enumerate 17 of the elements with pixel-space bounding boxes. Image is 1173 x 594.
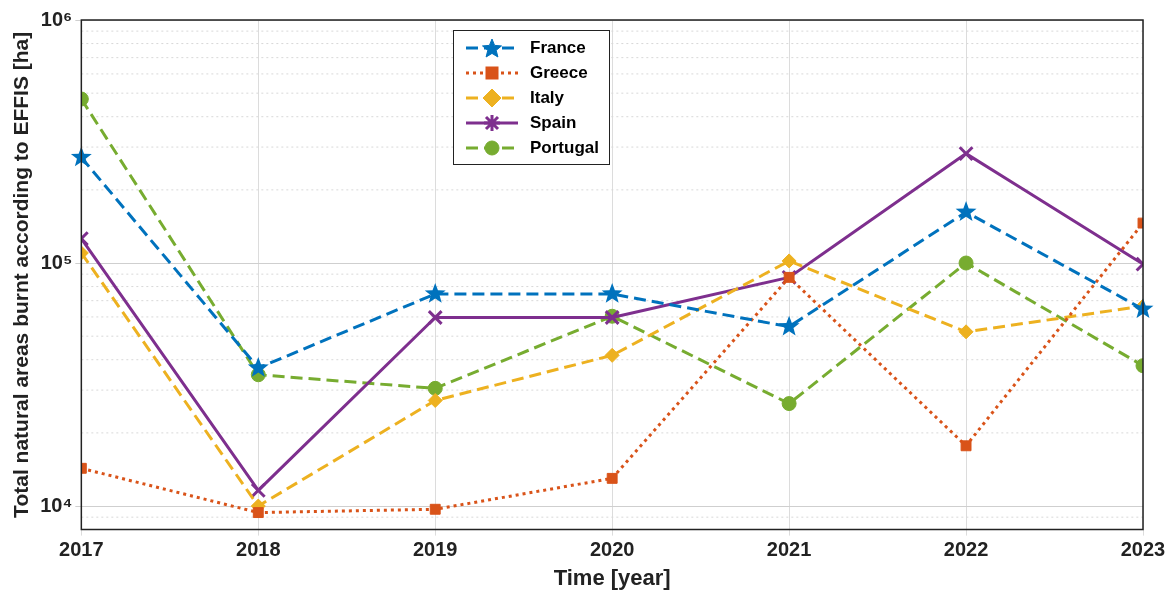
legend-label: Greece bbox=[530, 62, 588, 83]
x-tick-label: 2018 bbox=[236, 538, 281, 561]
y-tick-label: 10⁵ bbox=[40, 250, 73, 273]
x-tick-label: 2020 bbox=[589, 538, 635, 561]
legend-label: Spain bbox=[530, 112, 577, 133]
legend-label: Italy bbox=[530, 87, 565, 108]
legend-label: France bbox=[530, 37, 586, 58]
x-tick-label: 2021 bbox=[766, 538, 812, 561]
y-axis-title: Total natural areas burnt according to EFFIS [ha] bbox=[9, 31, 33, 518]
x-tick-label: 2023 bbox=[1120, 538, 1166, 561]
y-tick-label: 10⁶ bbox=[40, 7, 73, 30]
x-axis-title: Time [year] bbox=[553, 564, 671, 590]
legend-label: Portugal bbox=[530, 137, 599, 158]
y-tick-label: 10⁴ bbox=[40, 493, 73, 516]
x-tick-label: 2022 bbox=[943, 538, 989, 561]
x-tick-label: 2017 bbox=[59, 538, 104, 561]
x-tick-label: 2019 bbox=[412, 538, 458, 561]
